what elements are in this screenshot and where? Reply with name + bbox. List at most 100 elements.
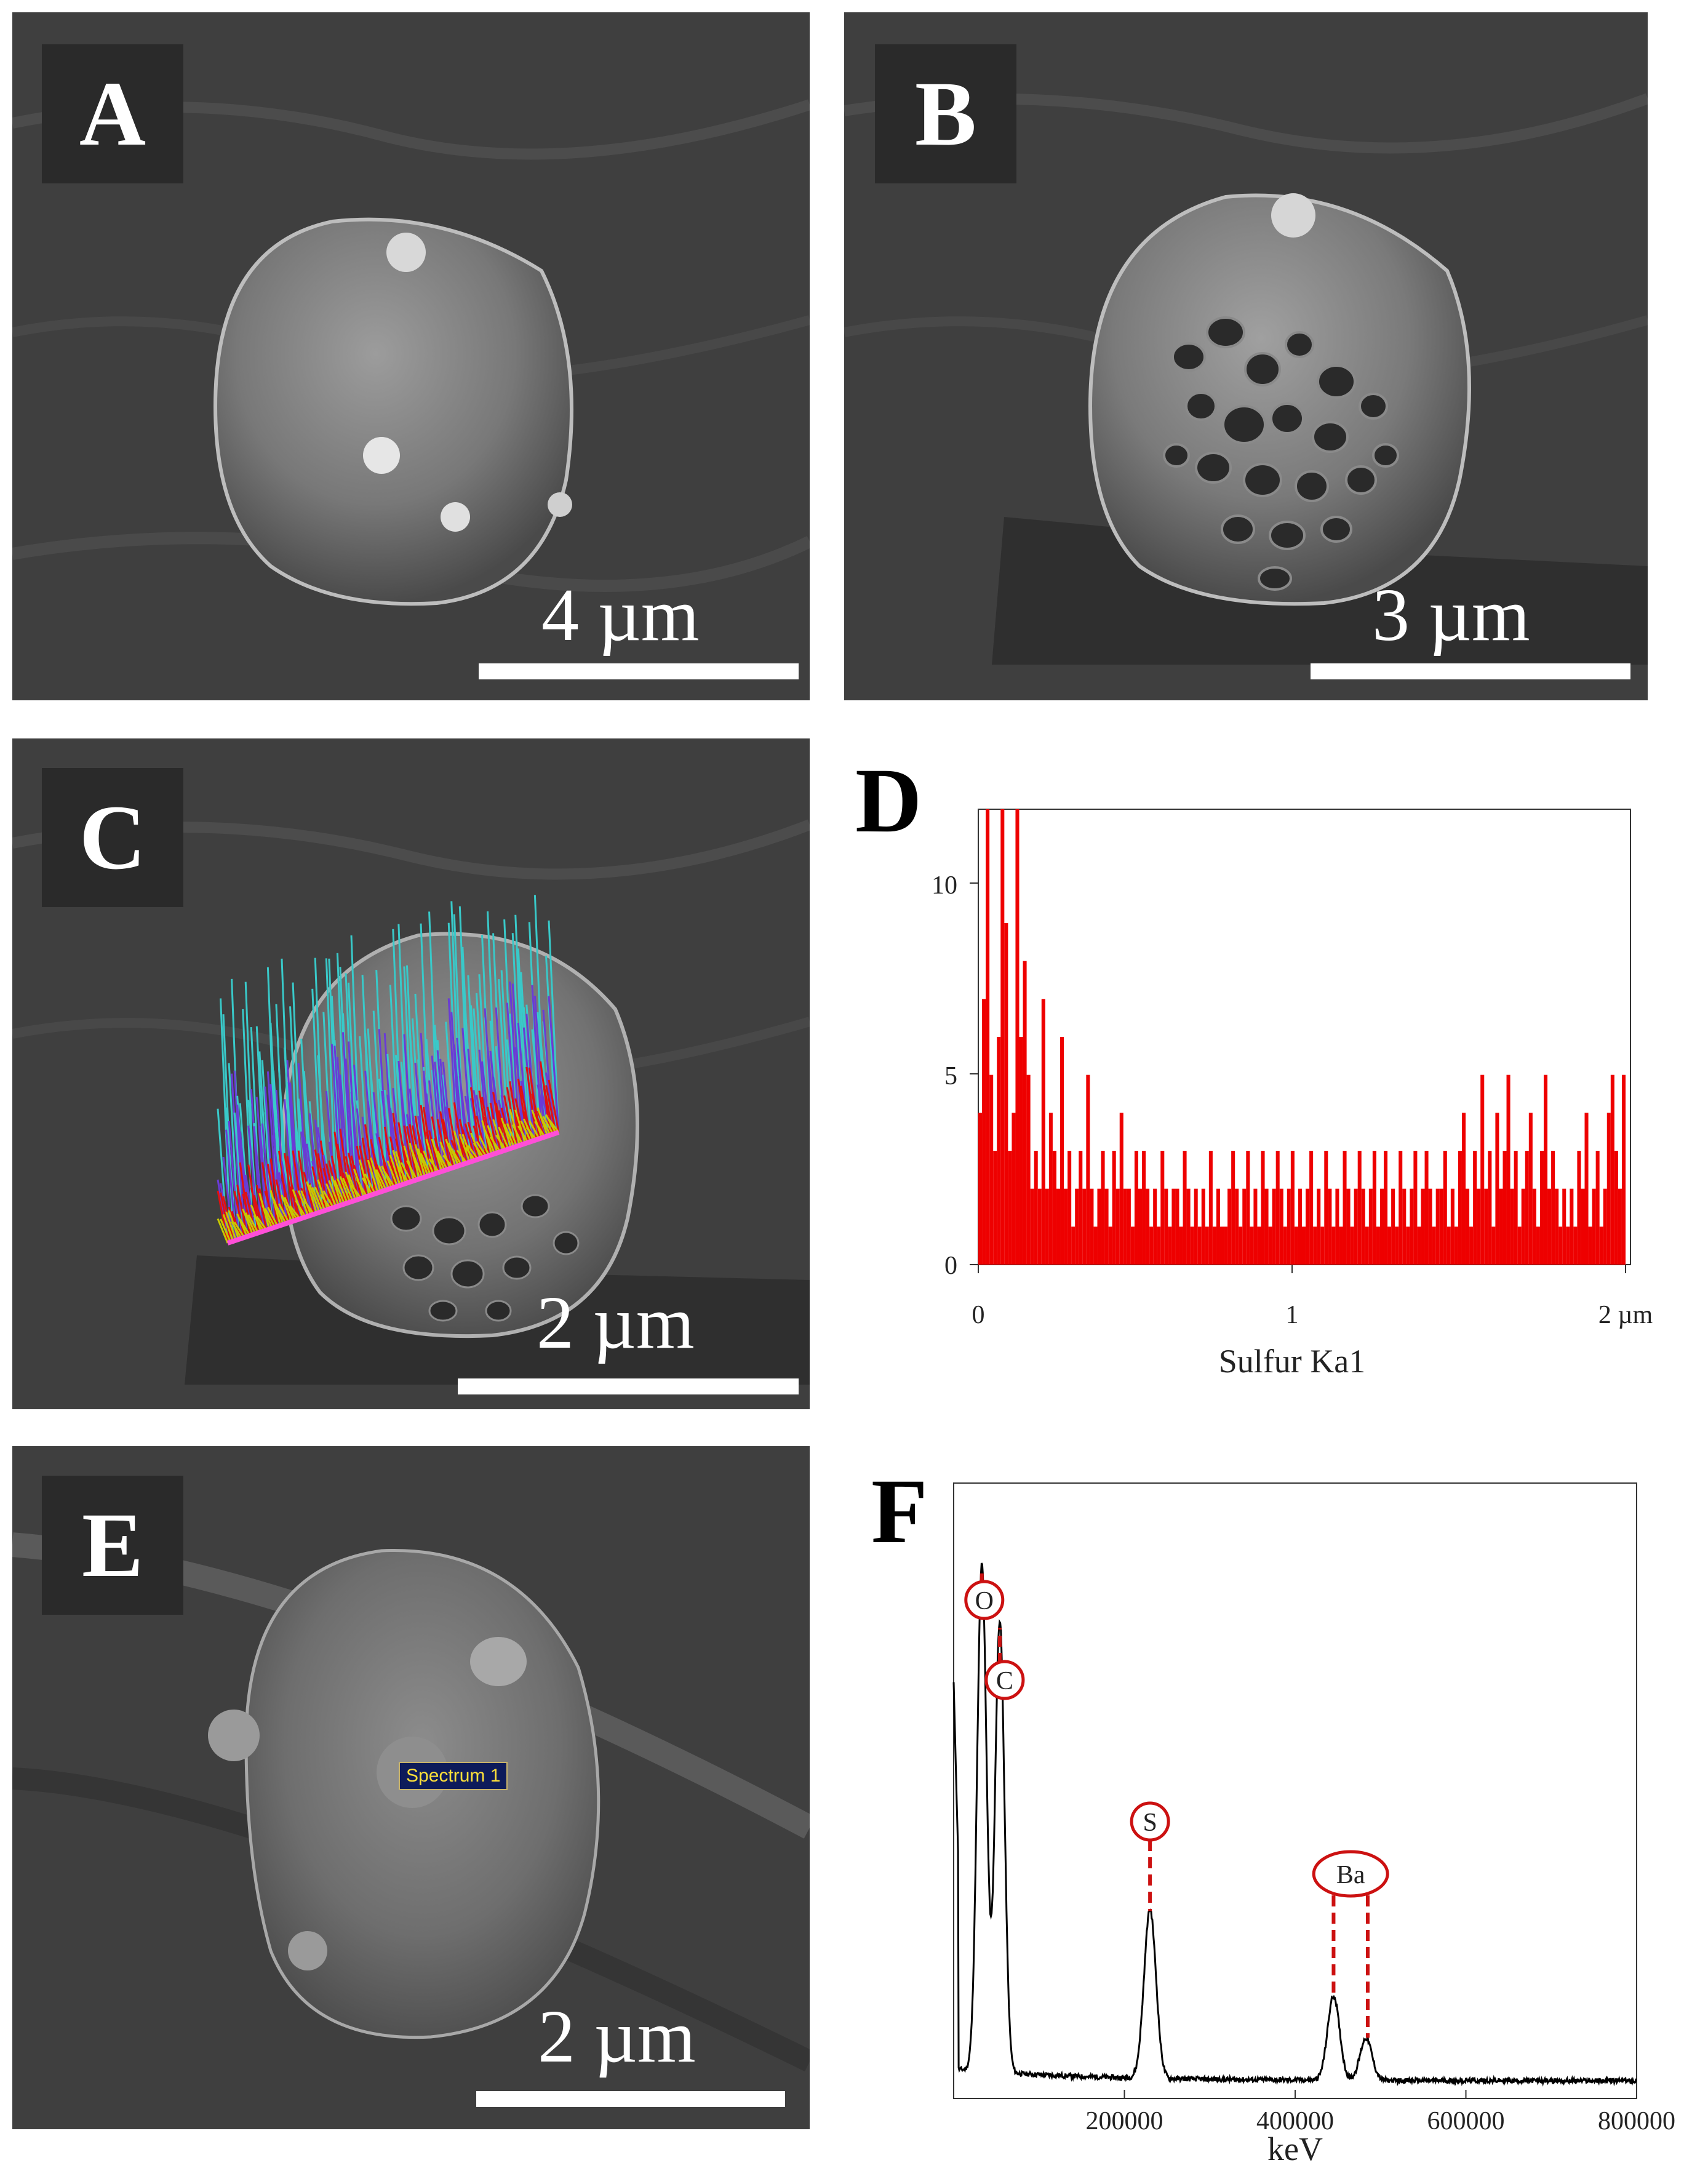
element-label: Ba xyxy=(1336,1861,1365,1889)
bar xyxy=(1570,1188,1574,1265)
bar xyxy=(1294,1226,1298,1265)
chart-f: O C S Ba 200000 400000 600000 800000 keV xyxy=(952,1482,1675,2167)
linescan-spike xyxy=(458,906,471,1162)
bar xyxy=(1068,1151,1072,1265)
bar xyxy=(1119,1113,1123,1265)
bar xyxy=(1614,1151,1618,1265)
element-label: O xyxy=(975,1587,994,1615)
bar xyxy=(1584,1113,1589,1265)
bar xyxy=(1164,1188,1168,1265)
bar xyxy=(1183,1151,1187,1265)
panel-letter-c: C xyxy=(42,768,183,907)
bar xyxy=(1030,1188,1034,1265)
bar xyxy=(1048,1113,1053,1265)
linescan-spike xyxy=(431,1055,443,1172)
y-tick-label: 5 xyxy=(944,1062,957,1090)
linescan-spike xyxy=(428,1158,440,1173)
bar xyxy=(1275,1151,1280,1265)
linescan-spike xyxy=(423,1150,434,1175)
bar xyxy=(1532,1188,1536,1265)
bar xyxy=(978,1113,983,1265)
linescan-spike xyxy=(498,1110,510,1150)
linescan-spike xyxy=(511,1124,524,1145)
bar xyxy=(1012,1113,1016,1265)
bar xyxy=(1432,1226,1436,1265)
sem-panel-e: E Spectrum 1 Spectrum 1 2 µm xyxy=(12,1446,810,2129)
element-label: S xyxy=(1143,1809,1157,1837)
linescan-spike xyxy=(461,1134,474,1162)
bar xyxy=(1458,1151,1462,1265)
bar xyxy=(1361,1188,1365,1265)
linescan-spike xyxy=(364,1124,377,1194)
linescan-spike xyxy=(330,1155,343,1206)
bar xyxy=(1606,1113,1611,1265)
bar xyxy=(1466,1188,1470,1265)
linescan-spike xyxy=(247,1214,260,1234)
linescan-spike xyxy=(356,1145,368,1197)
bar xyxy=(1439,1188,1443,1265)
scale-label-c: 2 µm xyxy=(537,1281,695,1364)
panel-letter-b: B xyxy=(875,44,1016,183)
bar xyxy=(1086,1074,1090,1265)
panel-letter-d: D xyxy=(855,750,922,852)
x-axis-title: keV xyxy=(1267,2130,1323,2167)
bar xyxy=(1525,1151,1529,1265)
bar xyxy=(1443,1151,1447,1265)
linescan-spike xyxy=(389,1154,401,1186)
linescan-spike xyxy=(253,1215,265,1232)
linescan-spike xyxy=(350,1184,362,1199)
linescan-spike xyxy=(478,1090,490,1156)
linescan-spike xyxy=(341,1032,354,1202)
bar xyxy=(1343,1151,1347,1265)
x-tick-label: 0 xyxy=(972,1301,985,1329)
bar xyxy=(1242,1188,1247,1265)
scale-label-a: 4 µm xyxy=(541,574,700,657)
x-tick-label: 1 xyxy=(1286,1301,1299,1329)
bar xyxy=(1194,1188,1198,1265)
linescan-spike xyxy=(506,1122,518,1147)
linescan-spike xyxy=(414,1115,426,1177)
linescan-spike xyxy=(503,1123,516,1148)
bar xyxy=(1019,1037,1023,1265)
bar xyxy=(1376,1226,1380,1265)
linescan-spike xyxy=(456,1150,468,1164)
linescan-spike xyxy=(445,1138,457,1167)
linescan-spike xyxy=(412,1151,423,1178)
bar xyxy=(1153,1188,1157,1265)
bar xyxy=(1379,1188,1384,1265)
linescan-spike xyxy=(308,1184,321,1213)
linescan-spike xyxy=(286,1204,298,1220)
linescan-spike xyxy=(386,1160,399,1187)
linescan-spike xyxy=(436,1119,449,1170)
linescan-spike xyxy=(436,1151,449,1170)
bar xyxy=(1190,1226,1194,1265)
bar xyxy=(1357,1151,1362,1265)
linescan-spike xyxy=(545,955,557,1134)
scale-bar-a xyxy=(479,663,799,679)
linescan-spike xyxy=(325,1183,337,1207)
linescan-spike xyxy=(372,1166,385,1191)
bar xyxy=(1272,1188,1276,1265)
bar xyxy=(1581,1188,1585,1265)
bar xyxy=(1142,1151,1146,1265)
linescan-overlay xyxy=(217,895,560,1244)
sem-image-c xyxy=(12,819,810,1385)
linescan-spike xyxy=(228,1121,240,1240)
linescan-spike xyxy=(383,1171,396,1188)
bar xyxy=(1037,1188,1042,1265)
linescan-spike xyxy=(492,1119,505,1151)
bar xyxy=(1539,1151,1544,1265)
linescan-spike xyxy=(255,1185,268,1231)
linescan-spike xyxy=(233,1222,245,1238)
linescan-spike xyxy=(236,1214,249,1238)
linescan-spike xyxy=(303,1172,315,1215)
bar xyxy=(1480,1074,1485,1265)
bar xyxy=(1499,1188,1503,1265)
bar xyxy=(1610,1074,1614,1265)
bar xyxy=(1350,1226,1354,1265)
linescan-spike xyxy=(420,1153,432,1176)
bar xyxy=(1413,1151,1418,1265)
bar xyxy=(1212,1226,1216,1265)
linescan-spike xyxy=(350,935,362,1199)
bar xyxy=(1573,1226,1578,1265)
